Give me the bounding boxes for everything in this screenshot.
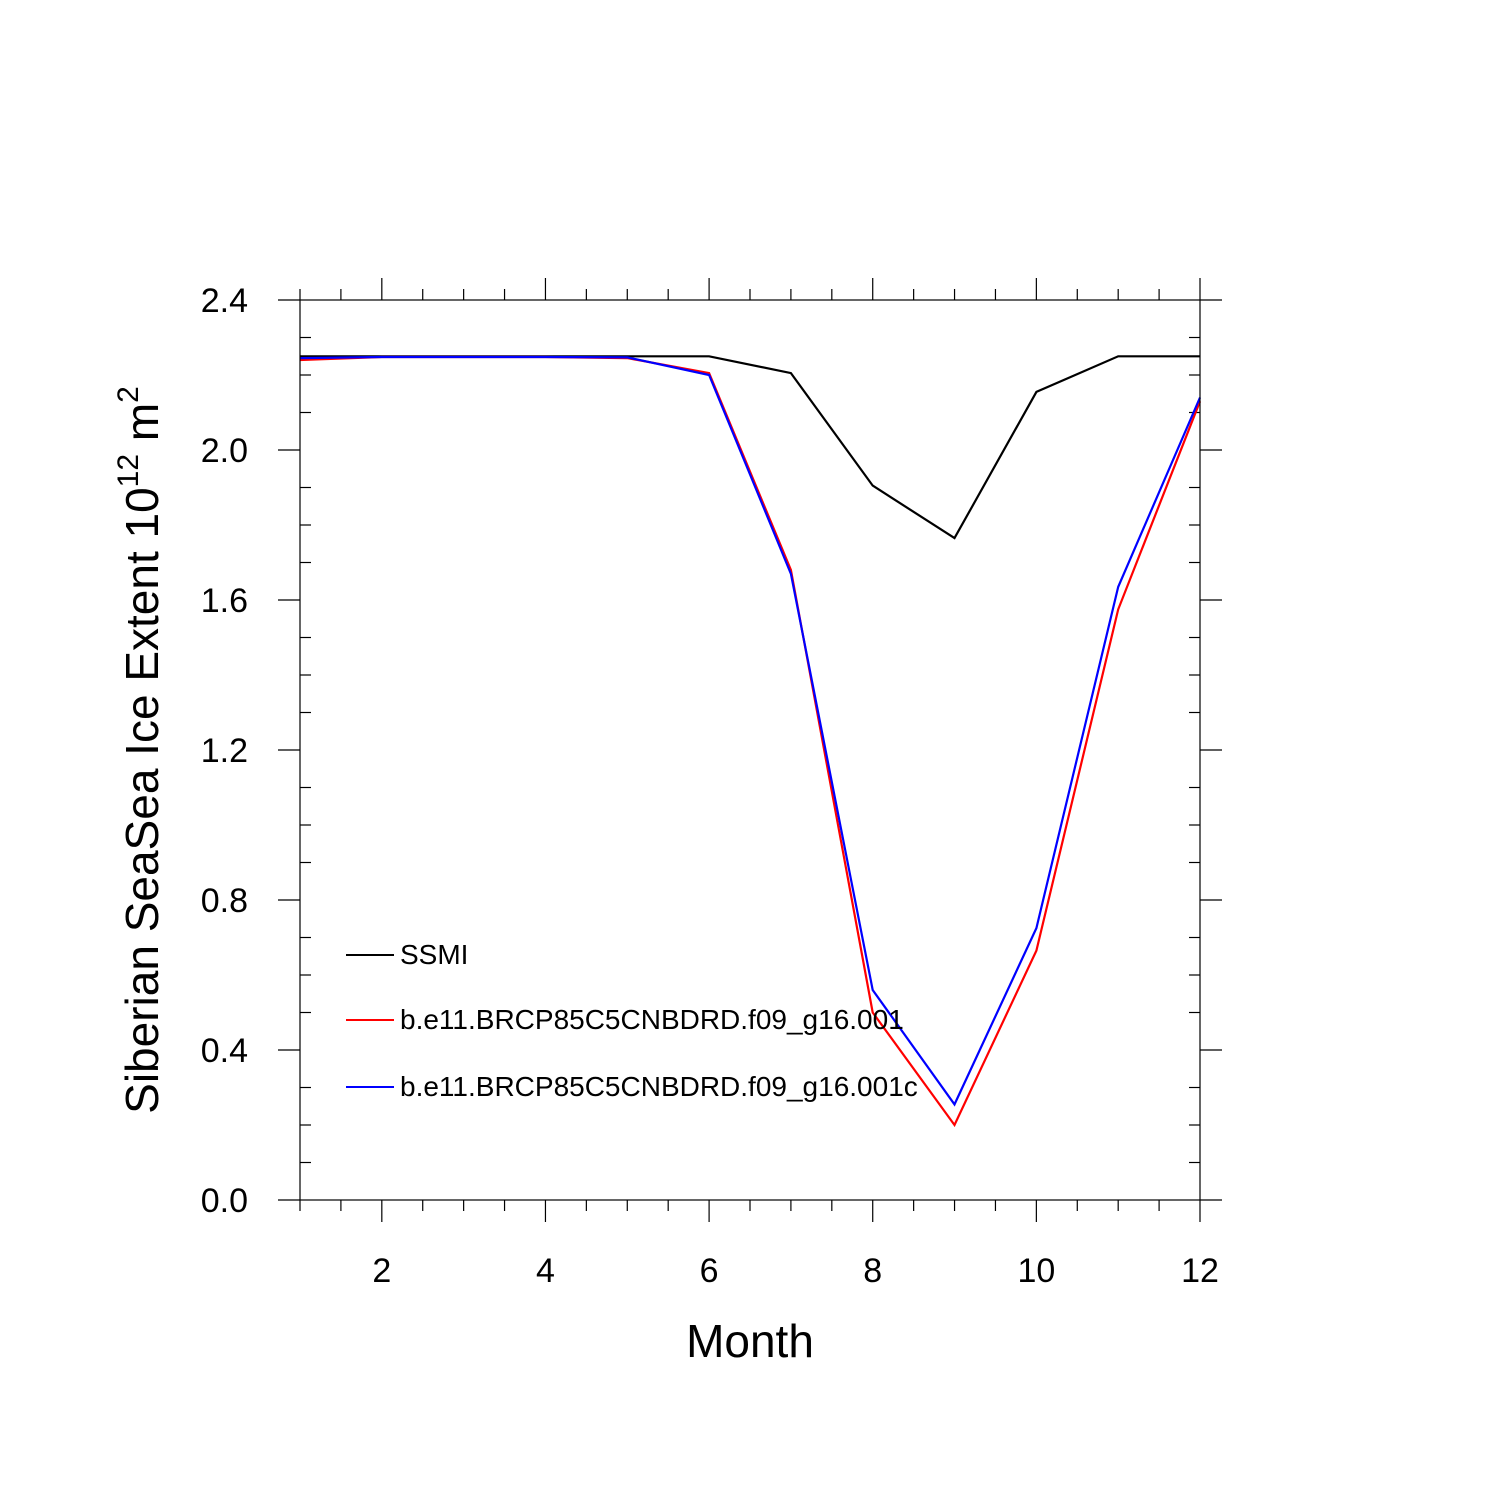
series-line-3 xyxy=(299,355,1202,1107)
y-tick-label: 2.4 xyxy=(201,282,248,320)
legend-label-001: b.e11.BRCP85C5CNBDRD.f09_g16.001 xyxy=(400,1004,904,1035)
legend: SSMI b.e11.BRCP85C5CNBDRD.f09_g16.001 b.… xyxy=(346,939,918,1102)
x-tick-label: 12 xyxy=(1181,1252,1219,1290)
x-tick-label: 6 xyxy=(700,1252,719,1290)
x-tick-label: 8 xyxy=(863,1252,882,1290)
y-tick-label: 0.8 xyxy=(201,882,248,920)
x-axis-title: Month xyxy=(686,1315,814,1367)
series-line-1 xyxy=(300,355,1200,540)
y-tick-label: 1.6 xyxy=(201,582,248,620)
tick-labels: 2 4 6 8 10 12 0.0 0.4 0.8 1.2 1.6 2.0 2.4 xyxy=(201,282,1219,1290)
x-tick-label: 2 xyxy=(372,1252,391,1290)
y-axis-title: Siberian SeaSea Ice Extent 1012 m2 xyxy=(112,386,168,1114)
y-tick-label: 0.4 xyxy=(201,1032,248,1070)
y-tick-label: 2.0 xyxy=(201,432,248,470)
x-tick-label: 4 xyxy=(536,1252,555,1290)
y-axis-title-unit-exponent: 2 xyxy=(112,386,145,403)
y-tick-label: 1.2 xyxy=(201,732,248,770)
x-tick-label: 10 xyxy=(1017,1252,1055,1290)
minor-ticks xyxy=(299,289,1200,1211)
y-axis-title-exponent: 12 xyxy=(112,454,145,487)
legend-label-ssmi: SSMI xyxy=(400,939,468,970)
y-tick-label: 0.0 xyxy=(201,1182,248,1220)
major-ticks xyxy=(278,278,1222,1222)
y-axis-title-main: Siberian SeaSea Ice Extent 10 xyxy=(116,487,168,1114)
plot-frame xyxy=(299,299,1201,1201)
legend-label-001c: b.e11.BRCP85C5CNBDRD.f09_g16.001c xyxy=(400,1071,918,1102)
y-axis-title-unit: m xyxy=(116,403,168,454)
series-layer xyxy=(299,355,1202,1128)
